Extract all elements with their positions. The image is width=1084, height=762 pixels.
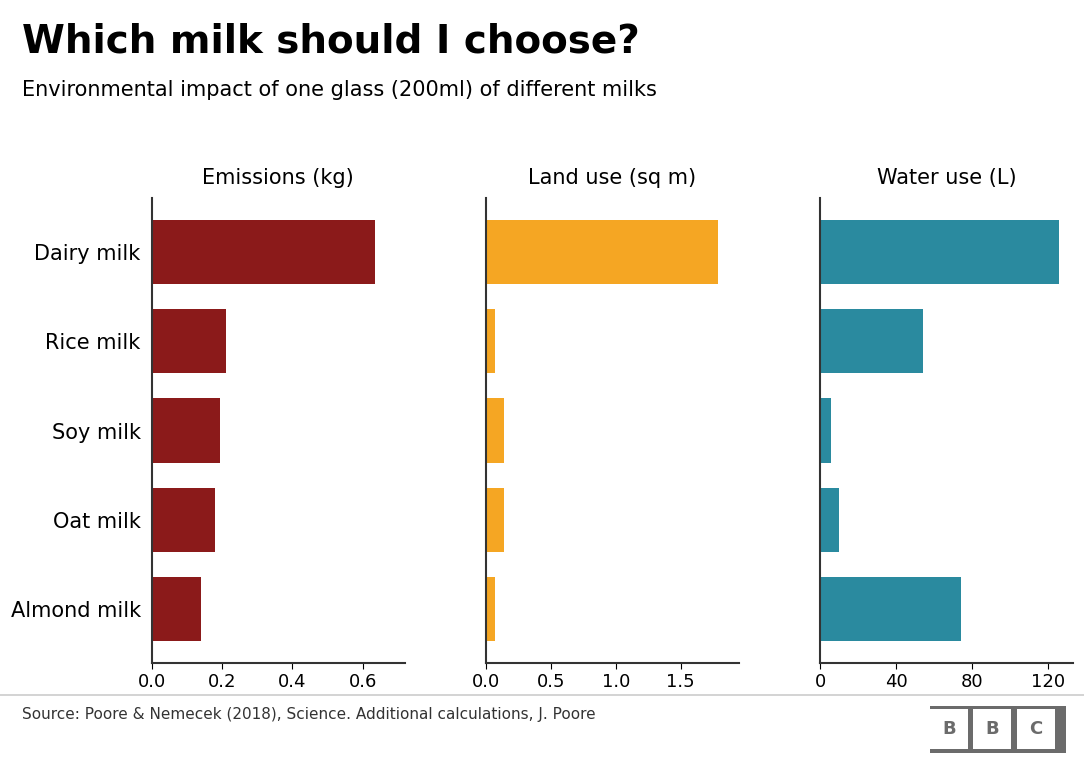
Text: Which milk should I choose?: Which milk should I choose? <box>22 23 640 61</box>
Title: Emissions (kg): Emissions (kg) <box>203 168 354 188</box>
Bar <box>820 219 1059 284</box>
Text: Source: Poore & Nemecek (2018), Science. Additional calculations, J. Poore: Source: Poore & Nemecek (2018), Science.… <box>22 707 595 722</box>
Bar <box>486 309 495 373</box>
Text: Environmental impact of one glass (200ml) of different milks: Environmental impact of one glass (200ml… <box>22 80 657 100</box>
Text: C: C <box>1029 720 1043 738</box>
Title: Water use (L): Water use (L) <box>877 168 1017 188</box>
Bar <box>152 399 220 463</box>
Bar <box>486 488 504 552</box>
Title: Land use (sq m): Land use (sq m) <box>528 168 697 188</box>
Bar <box>820 309 922 373</box>
Bar <box>930 709 968 749</box>
Bar <box>152 577 201 642</box>
Bar <box>152 488 216 552</box>
Bar <box>486 577 495 642</box>
Text: B: B <box>985 720 999 738</box>
Bar <box>820 399 830 463</box>
Bar <box>820 577 962 642</box>
Text: B: B <box>942 720 956 738</box>
Bar <box>973 709 1011 749</box>
Bar <box>1017 709 1055 749</box>
Bar <box>152 309 227 373</box>
Bar <box>152 219 375 284</box>
Bar <box>486 219 719 284</box>
Bar <box>820 488 839 552</box>
Bar <box>486 399 504 463</box>
